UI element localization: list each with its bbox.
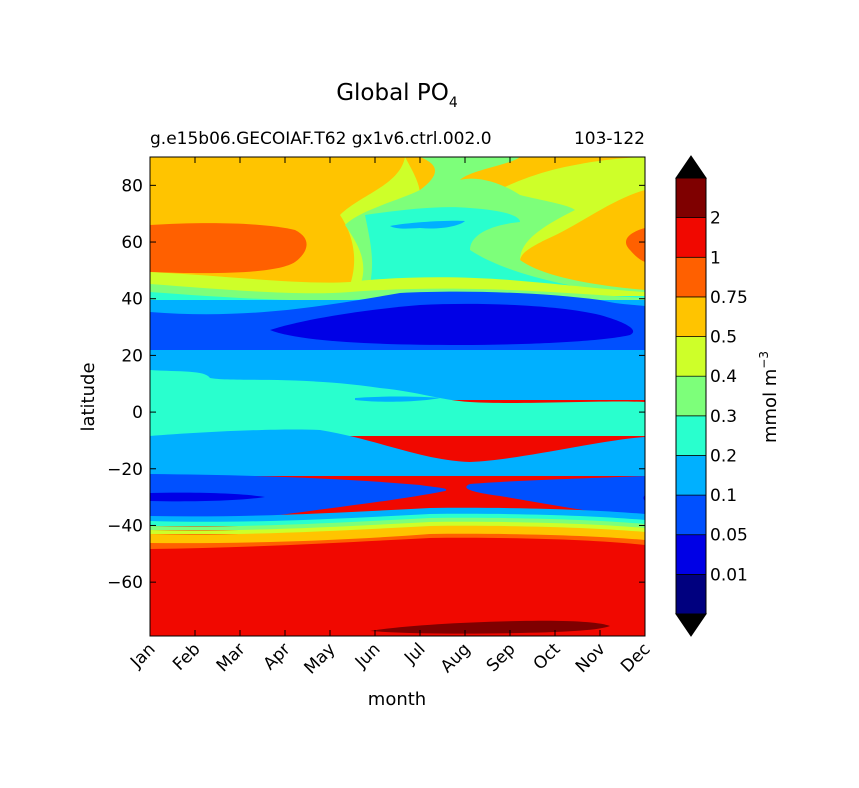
y-tick-label: −40 (107, 516, 143, 536)
subtitle-left: g.e15b06.GECOIAF.T62 gx1v6.ctrl.002.0 (150, 129, 492, 149)
x-tick-label: Aug (437, 639, 475, 677)
x-tick-label: Jan (126, 639, 159, 672)
patch-north-darkorange-east (625, 228, 645, 262)
colorbar-label-superscript: −3 (757, 351, 771, 369)
colorbar-swatch (675, 494, 707, 536)
colorbar-tick-label: 0.05 (710, 526, 748, 546)
colorbar-tick-label: 0.3 (710, 407, 737, 427)
y-tick-label: 0 (132, 403, 143, 423)
chart-title: Global PO4 (336, 80, 458, 111)
colorbar-swatch (675, 256, 707, 298)
colorbar-swatch (675, 455, 707, 496)
colorbar-swatch (675, 217, 707, 258)
y-tick-label: 60 (121, 233, 143, 253)
x-tick-label: Dec (617, 639, 654, 676)
y-axis-label: latitude (78, 362, 99, 431)
x-tick-label: Jun (351, 639, 385, 673)
colorbar-tick-label: 0.5 (710, 328, 737, 348)
colorbar-swatch (675, 296, 707, 337)
band-south-subtropical-deepblue-east (466, 476, 645, 518)
patch-antarctic-darkred (370, 620, 610, 634)
y-axis: 80 60 40 20 0 −20 −40 −60 (107, 176, 645, 593)
band-arctic-cyan (150, 207, 645, 300)
colorbar-swatch (675, 375, 707, 417)
plot-frame (149, 156, 646, 637)
band-antarctic-red (150, 537, 645, 636)
chart-title-subscript: 4 (449, 95, 458, 111)
x-tick-label: Nov (572, 639, 610, 677)
band-equator-cyan (150, 370, 645, 436)
colorbar-tick-label: 0.2 (710, 446, 737, 466)
band-south-tropics-blue (150, 429, 645, 476)
colorbar-tick-label: 2 (710, 209, 721, 229)
x-tick-label: Apr (260, 639, 295, 674)
y-tick-label: 80 (121, 176, 143, 196)
colorbar-swatch (675, 574, 707, 615)
colorbar-tick-label: 1 (710, 248, 721, 268)
colorbar-tick-label: 0.01 (710, 565, 748, 585)
colorbar-swatch (675, 336, 707, 377)
colorbar-swatch (675, 177, 707, 218)
colorbar: 0.01 0.05 0.1 0.2 0.3 0.4 0.5 0.75 1 2 (675, 155, 748, 637)
x-tick-label: Mar (213, 639, 250, 676)
colorbar-label: mmol m−3 (757, 351, 781, 443)
x-tick-label: Sep (483, 639, 520, 676)
y-tick-label: 20 (121, 346, 143, 366)
colorbar-tick-label: 0.4 (710, 367, 737, 387)
contour-field (150, 157, 645, 636)
patch-south-navy (150, 492, 265, 502)
band-north-transition-lime (150, 272, 645, 296)
x-tick-label: May (301, 639, 340, 678)
y-tick-label: −20 (107, 460, 143, 480)
colorbar-swatch (675, 415, 707, 456)
colorbar-swatch (675, 534, 707, 575)
x-axis-label: month (368, 689, 426, 710)
subtitle-right: 103-122 (574, 129, 645, 149)
band-north-subtropical-navy (270, 303, 634, 345)
x-tick-label: Feb (169, 639, 204, 674)
colorbar-extend-max (675, 155, 707, 179)
y-tick-label: −60 (107, 573, 143, 593)
colorbar-tick-label: 0.1 (710, 486, 737, 506)
patch-equator-blue (355, 396, 440, 402)
colorbar-extend-min (675, 613, 707, 637)
band-arctic-blue-patch (390, 220, 465, 229)
colorbar-tick-label: 0.75 (710, 288, 748, 308)
x-tick-label: Oct (530, 639, 565, 674)
colorbar-frame (675, 177, 707, 615)
band-south-subtropical-deepblue (150, 474, 447, 518)
x-tick-label: Jul (400, 639, 429, 668)
patch-north-darkorange-west (150, 223, 307, 274)
y-tick-label: 40 (121, 290, 143, 310)
